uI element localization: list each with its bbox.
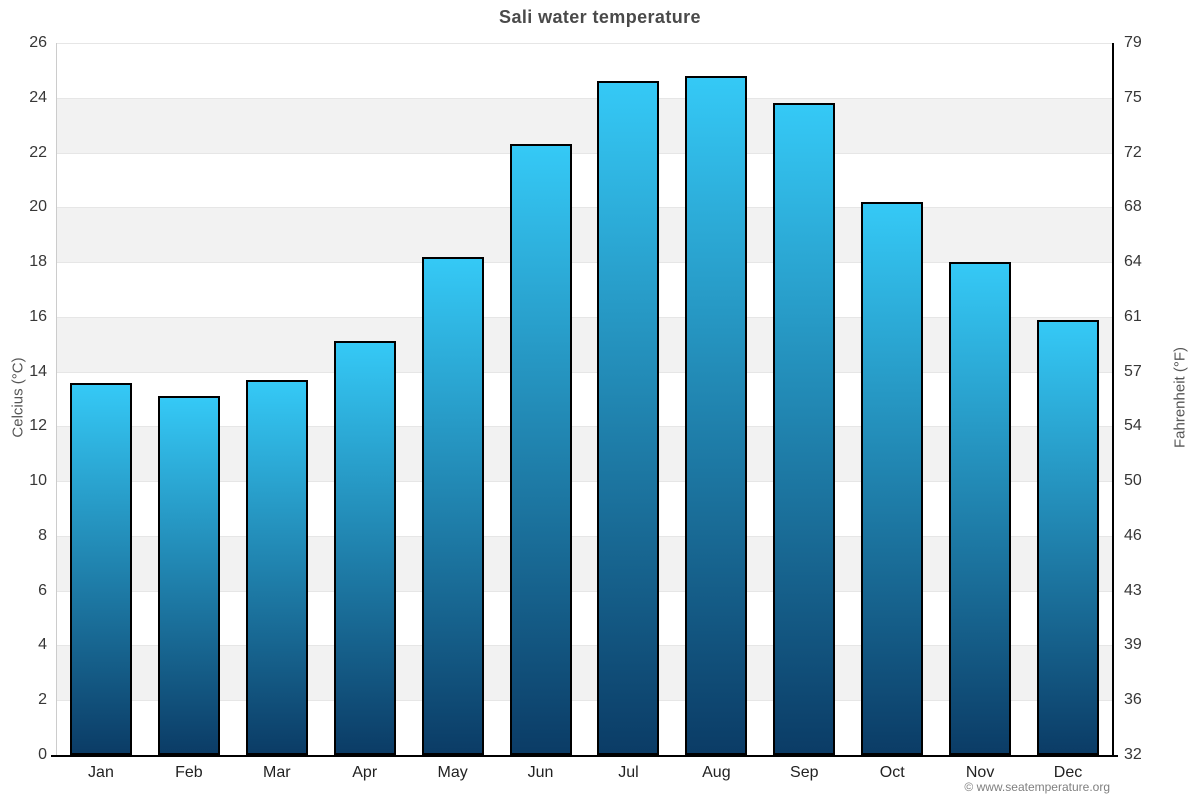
bar-aug[interactable] <box>685 75 748 755</box>
month-label-sep: Sep <box>790 764 819 781</box>
celsius-tick-label: 2 <box>38 691 47 709</box>
bar-nov[interactable] <box>949 262 1012 755</box>
celsius-tick-label: 18 <box>29 253 47 271</box>
right-axis-line <box>1112 43 1114 755</box>
month-label-nov: Nov <box>965 764 995 781</box>
fahrenheit-tick-label: 46 <box>1124 526 1142 544</box>
month-label-jun: Jun <box>527 764 554 781</box>
celsius-tick-label: 8 <box>38 526 47 544</box>
celsius-tick-label: 10 <box>29 472 47 490</box>
plot-band <box>57 590 1112 646</box>
fahrenheit-tick-label: 54 <box>1124 417 1142 435</box>
month-label-feb: Feb <box>175 764 203 781</box>
chart-title: Sali water temperature <box>499 7 701 27</box>
bottom-axis-line <box>51 755 1118 757</box>
bar-sep[interactable] <box>773 103 836 755</box>
copyright-attribution: © www.seatemperature.org <box>964 780 1110 794</box>
plot-band <box>57 43 1112 98</box>
left-axis-line <box>56 43 57 755</box>
fahrenheit-tick-label: 64 <box>1124 253 1142 271</box>
plot-area <box>57 43 1112 755</box>
fahrenheit-tick-label: 57 <box>1124 362 1142 380</box>
month-label-mar: Mar <box>263 764 291 781</box>
plot-band <box>57 700 1112 755</box>
month-label-may: May <box>437 764 468 781</box>
bar-feb[interactable] <box>157 396 220 755</box>
left-axis-title: Celcius (°C) <box>9 357 27 438</box>
fahrenheit-tick-label: 50 <box>1124 472 1142 490</box>
celsius-tick-label: 16 <box>29 307 47 325</box>
celsius-tick-label: 20 <box>29 198 47 216</box>
month-label-aug: Aug <box>702 764 731 781</box>
fahrenheit-tick-label: 36 <box>1124 691 1142 709</box>
fahrenheit-tick-label: 61 <box>1124 307 1142 325</box>
celsius-tick-label: 12 <box>29 417 47 435</box>
fahrenheit-tick-label: 32 <box>1124 746 1142 763</box>
bar-jul[interactable] <box>597 81 660 755</box>
plot-band <box>57 262 1112 317</box>
fahrenheit-tick-label: 75 <box>1124 88 1142 106</box>
plot-band <box>57 97 1112 153</box>
celsius-tick-label: 4 <box>38 636 47 654</box>
month-label-apr: Apr <box>352 764 378 781</box>
bar-mar[interactable] <box>245 379 308 755</box>
celsius-tick-label: 6 <box>38 581 47 599</box>
plot-band <box>57 316 1112 372</box>
celsius-tick-label: 24 <box>29 88 47 106</box>
bar-jan[interactable] <box>69 382 132 755</box>
right-axis-title: Fahrenheit (°F) <box>1171 346 1189 449</box>
plot-band <box>57 207 1112 263</box>
month-label-jan: Jan <box>88 764 114 781</box>
bar-may[interactable] <box>421 256 484 755</box>
bar-dec[interactable] <box>1037 319 1100 755</box>
plot-band <box>57 426 1112 482</box>
fahrenheit-tick-label: 79 <box>1124 34 1142 51</box>
bar-jun[interactable] <box>509 144 572 755</box>
plot-band <box>57 481 1112 536</box>
month-label-dec: Dec <box>1053 764 1083 781</box>
plot-band <box>57 371 1112 427</box>
fahrenheit-tick-label: 39 <box>1124 636 1142 654</box>
plot-band <box>57 535 1112 591</box>
fahrenheit-tick-label: 72 <box>1124 143 1142 161</box>
month-label-jul: Jul <box>618 764 639 781</box>
celsius-tick-label: 0 <box>38 746 47 763</box>
celsius-tick-label: 26 <box>29 34 47 51</box>
plot-band <box>57 645 1112 701</box>
plot-band <box>57 152 1112 208</box>
bar-apr[interactable] <box>333 341 396 755</box>
celsius-tick-label: 22 <box>29 143 47 161</box>
bar-oct[interactable] <box>861 201 924 755</box>
celsius-tick-label: 14 <box>29 362 47 380</box>
month-label-oct: Oct <box>879 764 905 781</box>
fahrenheit-tick-label: 68 <box>1124 198 1142 216</box>
fahrenheit-tick-label: 43 <box>1124 581 1142 599</box>
